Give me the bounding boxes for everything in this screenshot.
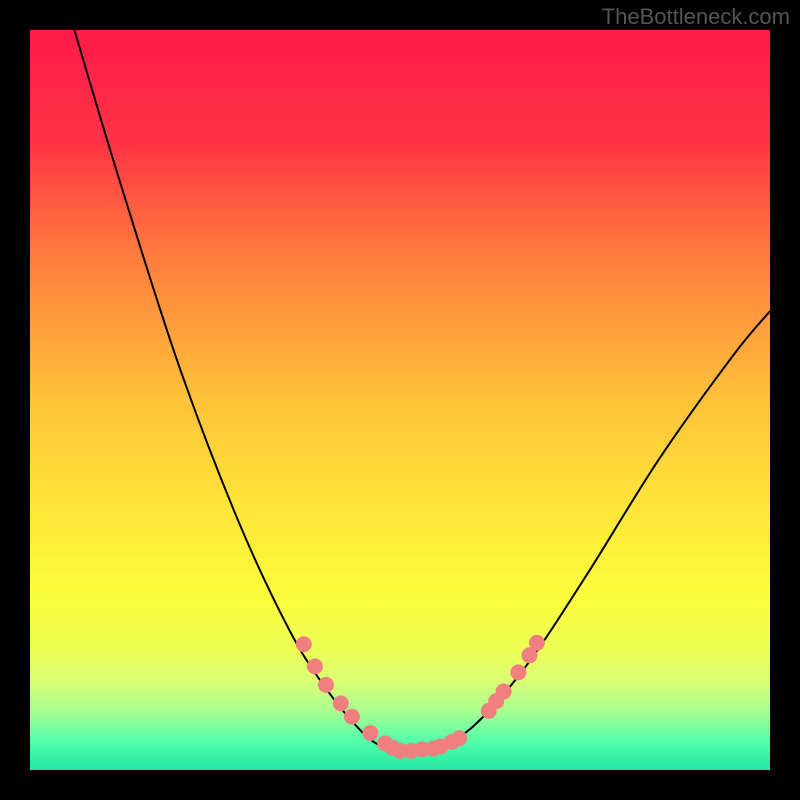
chart-background — [30, 30, 770, 770]
chart-svg — [30, 30, 770, 770]
data-marker — [296, 636, 312, 652]
data-marker — [318, 677, 334, 693]
data-marker — [529, 635, 545, 651]
watermark: TheBottleneck.com — [602, 4, 790, 30]
data-marker — [307, 658, 323, 674]
data-marker — [510, 664, 526, 680]
data-marker — [344, 709, 360, 725]
data-marker — [451, 730, 467, 746]
data-marker — [496, 684, 512, 700]
chart-frame: TheBottleneck.com — [0, 0, 800, 800]
data-marker — [333, 695, 349, 711]
chart-plot-area — [30, 30, 770, 770]
data-marker — [362, 725, 378, 741]
